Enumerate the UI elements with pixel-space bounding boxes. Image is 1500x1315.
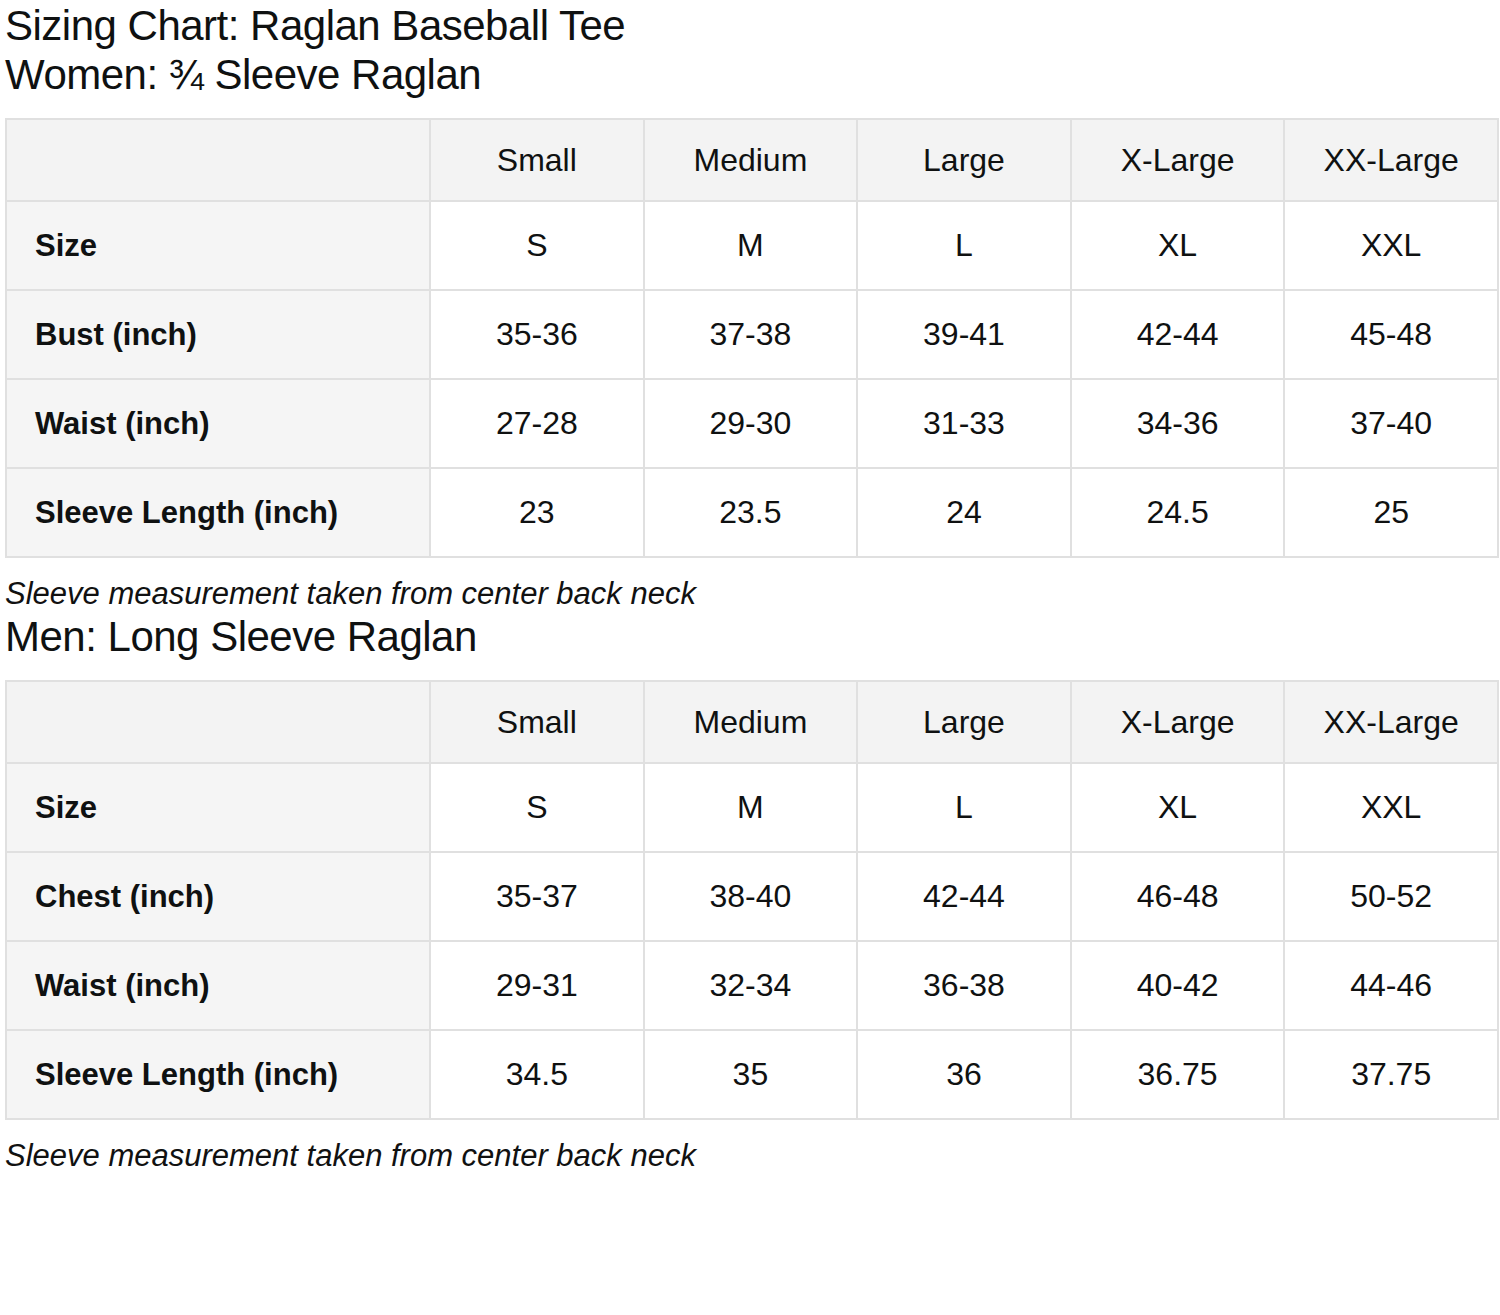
table-cell: 32-34 bbox=[644, 941, 858, 1030]
women-sleeve-footnote: Sleeve measurement taken from center bac… bbox=[5, 576, 1497, 612]
page-title: Sizing Chart: Raglan Baseball Tee bbox=[5, 0, 1497, 50]
men-sleeve-footnote: Sleeve measurement taken from center bac… bbox=[5, 1138, 1497, 1174]
men-section-heading: Men: Long Sleeve Raglan bbox=[5, 612, 1497, 661]
women-header-medium: Medium bbox=[644, 119, 858, 201]
women-header-xx-large: XX-Large bbox=[1284, 119, 1498, 201]
table-cell: 37-40 bbox=[1284, 379, 1498, 468]
table-cell: L bbox=[857, 763, 1071, 852]
women-header-x-large: X-Large bbox=[1071, 119, 1285, 201]
table-cell: 29-31 bbox=[430, 941, 644, 1030]
women-row-bust: Bust (inch) 35-36 37-38 39-41 42-44 45-4… bbox=[6, 290, 1498, 379]
table-cell: 35 bbox=[644, 1030, 858, 1119]
men-header-x-large: X-Large bbox=[1071, 681, 1285, 763]
table-cell: 34.5 bbox=[430, 1030, 644, 1119]
men-header-blank-cell bbox=[6, 681, 430, 763]
table-cell: 36.75 bbox=[1071, 1030, 1285, 1119]
men-row-sleeve-length: Sleeve Length (inch) 34.5 35 36 36.75 37… bbox=[6, 1030, 1498, 1119]
table-cell: 24 bbox=[857, 468, 1071, 557]
row-label: Waist (inch) bbox=[6, 941, 430, 1030]
row-label: Size bbox=[6, 201, 430, 290]
women-header-large: Large bbox=[857, 119, 1071, 201]
men-row-size: Size S M L XL XXL bbox=[6, 763, 1498, 852]
row-label: Bust (inch) bbox=[6, 290, 430, 379]
men-size-table: Small Medium Large X-Large XX-Large Size… bbox=[5, 680, 1499, 1120]
table-cell: 35-36 bbox=[430, 290, 644, 379]
women-header-blank-cell bbox=[6, 119, 430, 201]
table-cell: M bbox=[644, 763, 858, 852]
table-cell: 29-30 bbox=[644, 379, 858, 468]
table-cell: XL bbox=[1071, 763, 1285, 852]
men-row-waist: Waist (inch) 29-31 32-34 36-38 40-42 44-… bbox=[6, 941, 1498, 1030]
table-cell: 39-41 bbox=[857, 290, 1071, 379]
women-size-table: Small Medium Large X-Large XX-Large Size… bbox=[5, 118, 1499, 558]
table-cell: 23.5 bbox=[644, 468, 858, 557]
table-cell: M bbox=[644, 201, 858, 290]
table-cell: 24.5 bbox=[1071, 468, 1285, 557]
table-cell: S bbox=[430, 201, 644, 290]
men-header-xx-large: XX-Large bbox=[1284, 681, 1498, 763]
table-cell: 40-42 bbox=[1071, 941, 1285, 1030]
table-cell: 37.75 bbox=[1284, 1030, 1498, 1119]
row-label: Sleeve Length (inch) bbox=[6, 1030, 430, 1119]
table-cell: 23 bbox=[430, 468, 644, 557]
women-section-heading: Women: ¾ Sleeve Raglan bbox=[5, 50, 1497, 99]
table-cell: S bbox=[430, 763, 644, 852]
table-cell: 37-38 bbox=[644, 290, 858, 379]
table-cell: 36 bbox=[857, 1030, 1071, 1119]
table-cell: 34-36 bbox=[1071, 379, 1285, 468]
table-cell: 36-38 bbox=[857, 941, 1071, 1030]
table-cell: 31-33 bbox=[857, 379, 1071, 468]
row-label: Chest (inch) bbox=[6, 852, 430, 941]
women-row-size: Size S M L XL XXL bbox=[6, 201, 1498, 290]
table-cell: L bbox=[857, 201, 1071, 290]
row-label: Waist (inch) bbox=[6, 379, 430, 468]
table-cell: XXL bbox=[1284, 201, 1498, 290]
women-row-waist: Waist (inch) 27-28 29-30 31-33 34-36 37-… bbox=[6, 379, 1498, 468]
men-table-header-row: Small Medium Large X-Large XX-Large bbox=[6, 681, 1498, 763]
table-cell: 42-44 bbox=[1071, 290, 1285, 379]
table-cell: XXL bbox=[1284, 763, 1498, 852]
table-cell: 46-48 bbox=[1071, 852, 1285, 941]
women-row-sleeve-length: Sleeve Length (inch) 23 23.5 24 24.5 25 bbox=[6, 468, 1498, 557]
women-table-header-row: Small Medium Large X-Large XX-Large bbox=[6, 119, 1498, 201]
men-header-large: Large bbox=[857, 681, 1071, 763]
men-header-medium: Medium bbox=[644, 681, 858, 763]
sizing-chart-page: Sizing Chart: Raglan Baseball Tee Women:… bbox=[0, 0, 1500, 1174]
men-row-chest: Chest (inch) 35-37 38-40 42-44 46-48 50-… bbox=[6, 852, 1498, 941]
table-cell: 42-44 bbox=[857, 852, 1071, 941]
row-label: Size bbox=[6, 763, 430, 852]
table-cell: 50-52 bbox=[1284, 852, 1498, 941]
table-cell: XL bbox=[1071, 201, 1285, 290]
men-header-small: Small bbox=[430, 681, 644, 763]
women-header-small: Small bbox=[430, 119, 644, 201]
table-cell: 38-40 bbox=[644, 852, 858, 941]
table-cell: 44-46 bbox=[1284, 941, 1498, 1030]
table-cell: 45-48 bbox=[1284, 290, 1498, 379]
table-cell: 25 bbox=[1284, 468, 1498, 557]
table-cell: 27-28 bbox=[430, 379, 644, 468]
row-label: Sleeve Length (inch) bbox=[6, 468, 430, 557]
table-cell: 35-37 bbox=[430, 852, 644, 941]
